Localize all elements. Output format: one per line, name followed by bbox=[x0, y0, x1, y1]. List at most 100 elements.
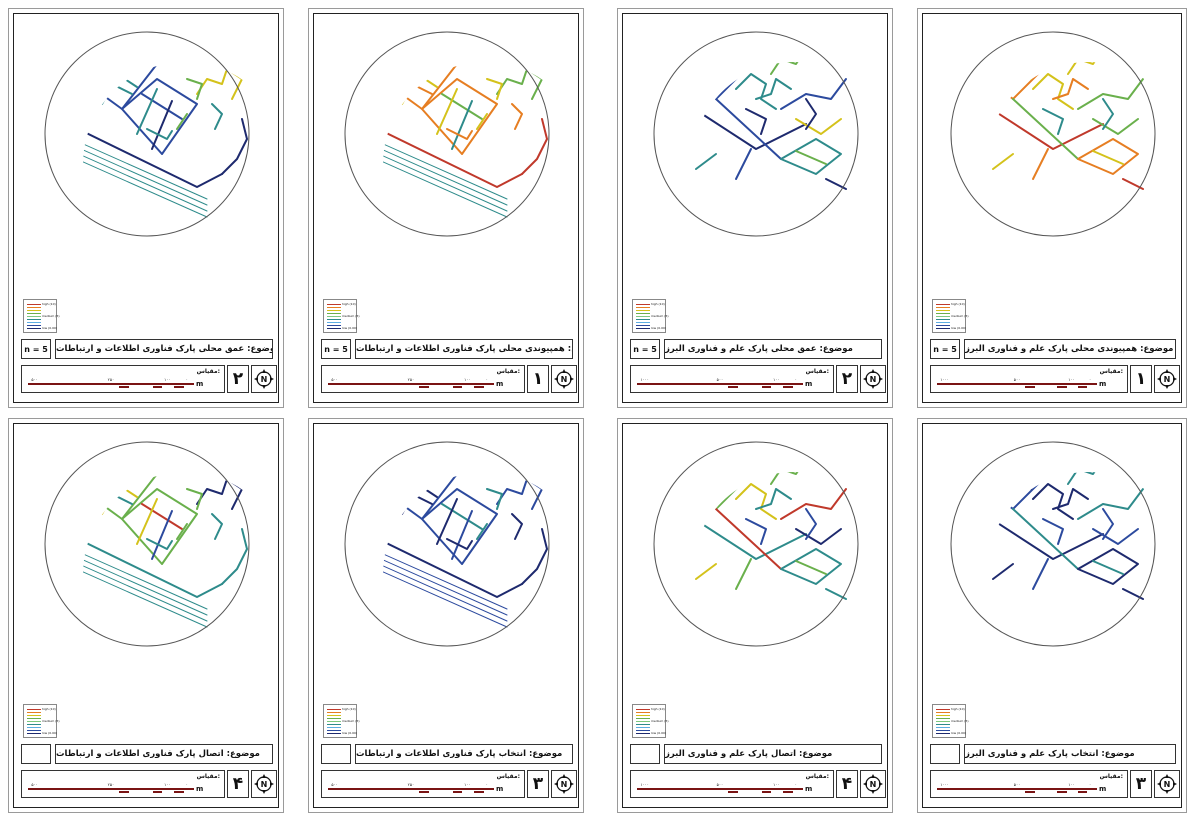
street-segment bbox=[986, 493, 1104, 560]
street-segment bbox=[83, 136, 208, 218]
scale-unit: m bbox=[805, 380, 813, 388]
street-segment bbox=[83, 130, 208, 212]
legend-color-line bbox=[936, 712, 950, 713]
north-arrow-box: N bbox=[860, 365, 886, 393]
street-segment bbox=[451, 100, 473, 150]
legend-color-line bbox=[27, 715, 41, 716]
north-arrow-icon: N bbox=[254, 774, 274, 794]
legend-label-low: low (0.00) bbox=[42, 326, 58, 330]
street-segment bbox=[1077, 138, 1139, 175]
street-segment bbox=[136, 88, 158, 135]
legend-color-line bbox=[936, 721, 950, 722]
street-segment bbox=[692, 493, 807, 560]
north-letter: N bbox=[870, 780, 877, 789]
street-group bbox=[83, 472, 248, 628]
street-network-map bbox=[950, 31, 1156, 237]
north-letter: N bbox=[261, 780, 268, 789]
street-segment bbox=[141, 93, 183, 120]
street-segment bbox=[83, 473, 93, 480]
street-segment bbox=[973, 519, 983, 549]
street-segment bbox=[383, 124, 508, 206]
street-segment bbox=[795, 560, 827, 575]
street-segment bbox=[411, 493, 433, 505]
analysis-radius-circle bbox=[950, 31, 1156, 237]
street-segment bbox=[1092, 560, 1124, 575]
map-title: موضوع: انتخاب پارک علم و فناوری البرز bbox=[964, 744, 1176, 764]
legend-label-high: high (10) bbox=[951, 302, 965, 306]
street-segment bbox=[386, 472, 438, 498]
street-segment bbox=[221, 118, 248, 175]
legend-color-line bbox=[327, 316, 341, 317]
scale-bar-segment bbox=[452, 790, 463, 793]
scale-bar-box: مقیاس: ۱۰۰۰ ۵۰۰ ۱۰۰ ۰ m bbox=[930, 770, 1128, 798]
scale-bar-box: مقیاس: ۵۰۰ ۲۵۰ ۱۰۰ ۰ m bbox=[21, 770, 225, 798]
street-segment bbox=[676, 519, 686, 549]
scale-tick-label: ۱۰۰۰ bbox=[940, 377, 949, 382]
legend-color-line bbox=[636, 715, 650, 716]
street-segment bbox=[695, 153, 717, 170]
street-segment bbox=[83, 73, 108, 90]
street-segment bbox=[780, 138, 842, 175]
street-segment bbox=[101, 472, 128, 515]
street-segment bbox=[421, 78, 498, 155]
scale-unit: m bbox=[496, 785, 504, 793]
street-segment bbox=[1102, 508, 1114, 540]
street-segment bbox=[83, 518, 223, 598]
legend-color-line bbox=[327, 325, 341, 326]
legend-color-line bbox=[636, 316, 650, 317]
scale-label: مقیاس: bbox=[496, 368, 520, 375]
legend-color-line bbox=[636, 328, 650, 329]
street-segment bbox=[383, 62, 403, 95]
map-title: موضوع: انتخاب پارک فناوری اطلاعات و ارتب… bbox=[355, 744, 573, 764]
scale-tick-label: ۱۰۰۰ bbox=[640, 782, 649, 787]
scale-tick-label: ۰ bbox=[185, 782, 188, 787]
legend-color-line bbox=[27, 325, 41, 326]
north-arrow-box: N bbox=[251, 365, 277, 393]
map-title: موضوع: همپیوندی محلی پارک علم و فناوری ا… bbox=[964, 339, 1176, 359]
street-segment bbox=[1032, 558, 1049, 590]
street-group bbox=[383, 62, 548, 218]
street-segment bbox=[1092, 118, 1139, 135]
legend-label-medium: medium (5) bbox=[342, 719, 360, 723]
scale-tick-label: ۵۰۰ bbox=[31, 782, 38, 787]
scale-bar bbox=[937, 788, 1097, 790]
map-frame bbox=[13, 423, 279, 808]
sample-size-box bbox=[930, 744, 960, 764]
street-segment bbox=[735, 73, 777, 110]
legend-color-line bbox=[27, 727, 41, 728]
map-number: ۳ bbox=[527, 770, 549, 798]
north-arrow-box: N bbox=[251, 770, 277, 798]
legend-label-low: low (0.00) bbox=[342, 731, 358, 735]
street-segment bbox=[186, 488, 203, 510]
legend-box: high (10) medium (5) low (0.00) bbox=[323, 704, 360, 738]
legend-color-line bbox=[936, 313, 950, 314]
map-sheet: high (10) medium (5) low (0.00) n = 5موضوع:… bbox=[308, 8, 584, 408]
street-segment bbox=[1042, 108, 1064, 135]
legend-label-high: high (10) bbox=[651, 707, 665, 711]
scale-bar-segment bbox=[1025, 385, 1035, 388]
analysis-radius-circle bbox=[44, 441, 250, 647]
street-segment bbox=[83, 534, 208, 616]
legend-color-line bbox=[636, 727, 650, 728]
scale-tick-label: ۱۰۰۰ bbox=[940, 782, 949, 787]
scale-bar-segment bbox=[474, 790, 485, 793]
scale-bar-segment bbox=[152, 385, 163, 388]
street-segment bbox=[121, 78, 198, 155]
legend-label-medium: medium (5) bbox=[951, 719, 969, 723]
street-segment bbox=[83, 62, 158, 110]
legend-label-low: low (0.00) bbox=[651, 326, 667, 330]
scale-unit: m bbox=[196, 380, 204, 388]
map-frame bbox=[622, 423, 888, 808]
legend-color-line bbox=[936, 730, 950, 731]
legend-color-line bbox=[327, 319, 341, 320]
legend-color-line bbox=[636, 304, 650, 305]
scale-tick-label: ۵۰۰ bbox=[716, 782, 724, 787]
scale-bar-segment bbox=[1077, 385, 1088, 388]
scale-tick-label: ۵۰۰ bbox=[31, 377, 38, 382]
scale-tick-label: ۰ bbox=[185, 377, 188, 382]
map-sheet: high (10) medium (5) low (0.00) موضوع: اتصا… bbox=[8, 418, 284, 813]
scale-bar-box: مقیاس: ۵۰۰ ۲۵۰ ۱۰۰ ۰ m bbox=[321, 770, 525, 798]
legend-box: high (10) medium (5) low (0.00) bbox=[632, 704, 669, 738]
legend-box: high (10) medium (5) low (0.00) bbox=[932, 299, 969, 333]
